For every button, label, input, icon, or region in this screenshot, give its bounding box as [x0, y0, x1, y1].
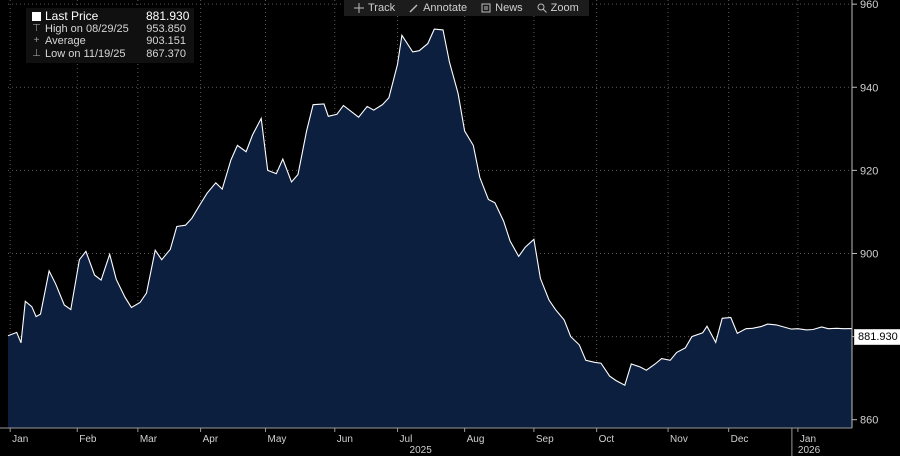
- zoom-label: Zoom: [550, 2, 579, 14]
- pencil-icon: [409, 4, 418, 13]
- x-tick-label: Jun: [337, 434, 353, 445]
- news-icon: [481, 3, 491, 13]
- low-marker-icon: ⊥: [32, 47, 41, 59]
- x-tick-label: Jan: [12, 434, 28, 445]
- legend-avg-label: Average: [45, 35, 86, 47]
- price-area: [8, 29, 852, 428]
- x-tick-label: Jan: [800, 434, 816, 445]
- year-label: 2025: [410, 445, 433, 456]
- high-marker-icon: ⊤: [32, 22, 41, 34]
- legend-average: + Average 903.151: [32, 35, 189, 48]
- annotate-button[interactable]: Annotate: [403, 2, 473, 14]
- legend-last-label: Last Price: [45, 9, 99, 23]
- legend-high-value: 953.850: [146, 22, 186, 35]
- x-tick-label: Oct: [599, 434, 615, 445]
- x-axis: Jan Feb Mar Apr May Jun Jul Aug Sep Oct Nov Dec Jan2…: [0, 427, 852, 456]
- year-label: 2026: [798, 445, 821, 456]
- legend-low-value: 867.370: [146, 47, 186, 60]
- y-axis: 860880900920940960: [851, 0, 878, 428]
- x-tick-label: Mar: [140, 434, 158, 445]
- legend-low: ⊥ Low on 11/19/25 867.370: [32, 48, 189, 61]
- x-tick-label: Aug: [467, 434, 485, 445]
- price-line: [7, 28, 853, 386]
- y-tick-label: 860: [860, 415, 878, 427]
- zoom-button[interactable]: Zoom: [531, 2, 585, 14]
- magnifier-icon: [537, 3, 547, 13]
- legend-low-label: Low on 11/19/25: [45, 47, 126, 60]
- x-tick-label: Nov: [670, 434, 688, 445]
- x-tick-label: Sep: [536, 434, 554, 445]
- track-label: Track: [368, 2, 396, 14]
- news-label: News: [495, 2, 523, 14]
- legend-high: ⊤ High on 08/29/25 953.850: [32, 23, 189, 36]
- y-tick-label: 940: [860, 82, 878, 94]
- legend-high-label: High on 08/29/25: [45, 22, 129, 35]
- x-tick-label: Dec: [731, 434, 749, 445]
- x-tick-label: Feb: [79, 434, 97, 445]
- x-tick-label: Jul: [400, 434, 413, 445]
- track-button[interactable]: Track: [348, 2, 401, 14]
- crosshair-icon: [354, 3, 364, 13]
- x-tick-label: May: [268, 434, 287, 445]
- legend-last-price[interactable]: Last Price 881.930: [32, 10, 189, 23]
- chart-toolbar: Track Annotate News Zoom: [344, 0, 589, 16]
- y-tick-label: 900: [860, 248, 878, 260]
- series-color-swatch: [32, 11, 41, 21]
- annotate-label: Annotate: [423, 2, 468, 14]
- news-button[interactable]: News: [475, 2, 529, 14]
- legend-avg-value: 903.151: [146, 35, 186, 47]
- legend-last-value: 881.930: [146, 9, 190, 23]
- last-price-tag: 881.930: [854, 329, 900, 345]
- chart-legend: Last Price 881.930 ⊤ High on 08/29/25 953…: [26, 8, 195, 63]
- y-tick-label: 960: [860, 0, 878, 11]
- y-tick-label: 920: [860, 165, 878, 177]
- x-tick-label: Apr: [203, 434, 219, 445]
- average-marker-icon: +: [33, 35, 40, 46]
